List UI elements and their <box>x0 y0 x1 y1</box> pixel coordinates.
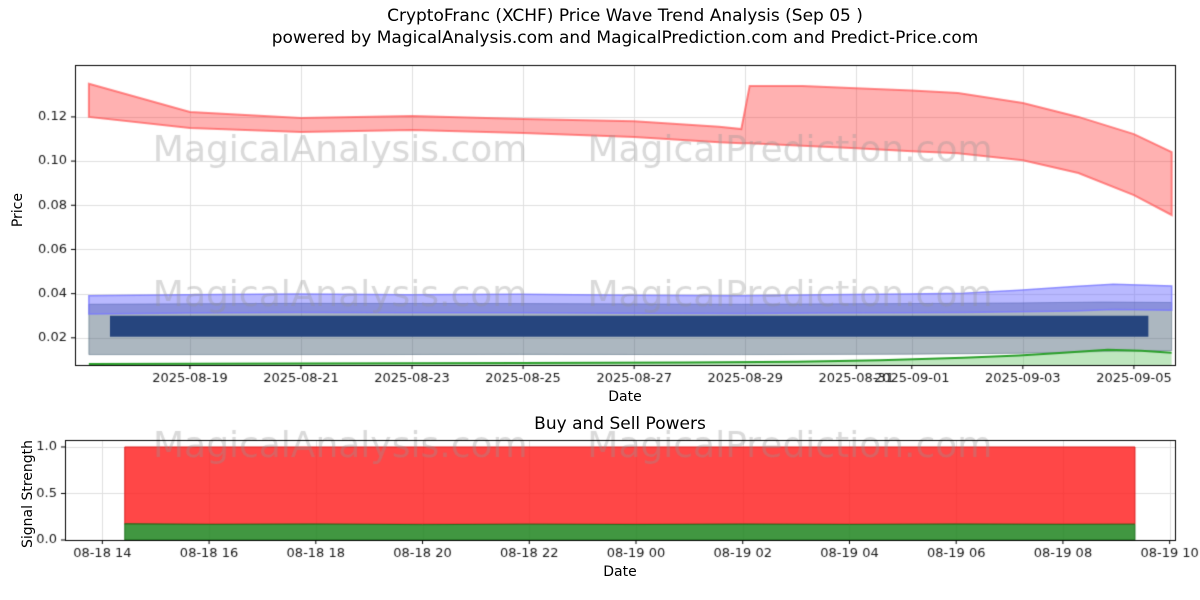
price-axis-label: Price <box>10 193 26 228</box>
chart-subtitle: powered by MagicalAnalysis.com and Magic… <box>271 28 979 48</box>
signal-chart-title: Buy and Sell Powers <box>534 414 706 434</box>
price-date-axis-label: Date <box>608 389 642 405</box>
chart-title: CryptoFranc (XCHF) Price Wave Trend Anal… <box>387 6 863 26</box>
signal-date-axis-label: Date <box>603 564 637 580</box>
signal-strength-axis-label: Signal Strength <box>20 440 36 549</box>
